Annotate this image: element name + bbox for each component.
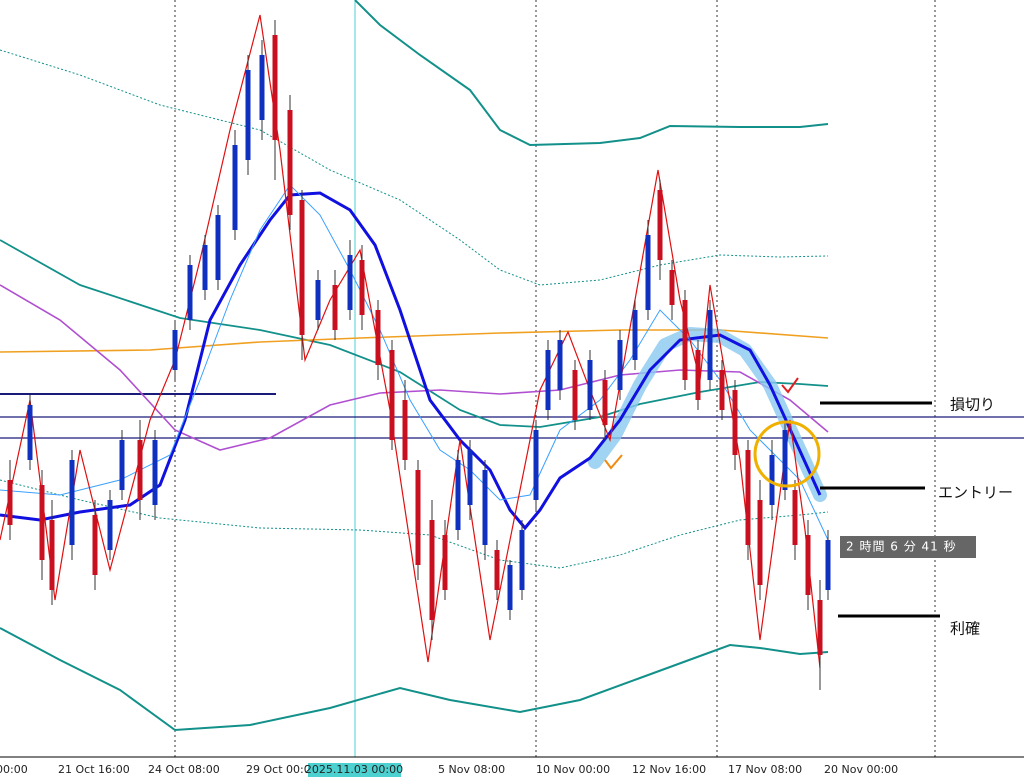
entry-label: エントリー <box>938 484 1013 502</box>
time-label: 29 Oct 00:00 <box>246 763 318 776</box>
countdown-box <box>840 536 976 558</box>
time-label: 00:00 <box>0 763 28 776</box>
countdown: 2 時間 6 分 41 秒 <box>846 540 957 554</box>
stop-loss-label: 損切り <box>950 396 995 414</box>
bollinger-inner <box>0 49 829 569</box>
time-label: 24 Oct 08:00 <box>148 763 220 776</box>
time-label: 21 Oct 16:00 <box>58 763 130 776</box>
entry-circle <box>753 420 821 488</box>
time-label: 17 Nov 08:00 <box>728 763 802 776</box>
check-mark <box>781 377 799 394</box>
candles-bearish <box>7 35 823 655</box>
time-label: 10 Nov 00:00 <box>536 763 610 776</box>
time-label: 20 Nov 00:00 <box>824 763 898 776</box>
time-axis: 00:00 21 Oct 16:00 24 Oct 08:00 29 Oct 00:0… <box>0 763 898 776</box>
time-label: 5 Nov 08:00 <box>438 763 505 776</box>
cursor-label-box <box>308 763 401 777</box>
take-profit-label: 利確 <box>950 620 980 638</box>
check-mark <box>604 454 623 470</box>
time-label: 12 Nov 16:00 <box>632 763 706 776</box>
cursor-label: 2025.11.03 00:00 <box>305 763 403 776</box>
ma-short <box>0 184 829 541</box>
candle-wicks <box>9 20 829 690</box>
bollinger-bands <box>0 0 829 732</box>
candles-bullish <box>27 55 831 610</box>
annotation-lines <box>820 401 940 618</box>
ma-mid <box>0 284 829 451</box>
level-lines <box>0 393 1024 439</box>
